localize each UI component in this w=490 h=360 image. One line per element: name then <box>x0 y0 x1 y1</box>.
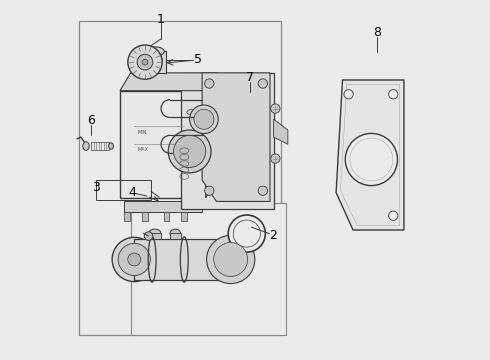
Circle shape <box>270 154 280 163</box>
Circle shape <box>168 130 211 173</box>
FancyBboxPatch shape <box>134 239 231 280</box>
Circle shape <box>205 79 214 88</box>
Circle shape <box>344 90 353 99</box>
FancyBboxPatch shape <box>170 233 181 239</box>
FancyBboxPatch shape <box>215 173 223 187</box>
Text: 6: 6 <box>87 114 95 127</box>
FancyBboxPatch shape <box>120 91 206 198</box>
FancyBboxPatch shape <box>181 212 187 221</box>
Circle shape <box>190 105 218 134</box>
Circle shape <box>389 211 398 220</box>
FancyBboxPatch shape <box>148 233 161 239</box>
Text: 2: 2 <box>269 229 277 242</box>
Circle shape <box>389 90 398 99</box>
Circle shape <box>258 79 268 88</box>
Text: 3: 3 <box>92 181 99 194</box>
Polygon shape <box>120 73 217 91</box>
Ellipse shape <box>109 143 114 149</box>
Text: 4: 4 <box>128 186 136 199</box>
Text: MIN: MIN <box>138 130 147 135</box>
Circle shape <box>205 186 214 195</box>
FancyBboxPatch shape <box>142 212 148 221</box>
Text: 1: 1 <box>157 13 165 26</box>
Circle shape <box>350 138 393 181</box>
FancyBboxPatch shape <box>79 21 281 336</box>
Circle shape <box>142 59 148 65</box>
Ellipse shape <box>187 109 196 115</box>
Circle shape <box>194 109 214 129</box>
Text: MAX: MAX <box>138 148 149 152</box>
Ellipse shape <box>170 229 181 238</box>
Circle shape <box>128 45 162 79</box>
Text: 5: 5 <box>194 53 202 66</box>
Circle shape <box>112 237 156 282</box>
Circle shape <box>149 54 162 66</box>
FancyBboxPatch shape <box>124 212 130 221</box>
Polygon shape <box>273 119 288 144</box>
FancyBboxPatch shape <box>145 51 167 73</box>
Polygon shape <box>336 80 404 230</box>
Circle shape <box>137 54 153 70</box>
Ellipse shape <box>147 47 164 56</box>
Polygon shape <box>181 73 273 208</box>
FancyBboxPatch shape <box>164 212 169 221</box>
Circle shape <box>128 253 141 266</box>
Polygon shape <box>202 73 270 202</box>
Circle shape <box>270 104 280 113</box>
Ellipse shape <box>83 142 89 150</box>
Circle shape <box>207 235 255 284</box>
Polygon shape <box>206 73 217 198</box>
Text: 7: 7 <box>246 71 254 84</box>
Ellipse shape <box>148 229 161 238</box>
Circle shape <box>118 243 150 275</box>
Circle shape <box>345 134 397 185</box>
Circle shape <box>228 215 266 252</box>
Circle shape <box>144 232 153 240</box>
FancyBboxPatch shape <box>123 202 202 212</box>
FancyBboxPatch shape <box>131 203 286 336</box>
Circle shape <box>214 243 247 276</box>
Text: 8: 8 <box>373 26 381 39</box>
Circle shape <box>258 186 268 195</box>
Circle shape <box>173 135 206 167</box>
Circle shape <box>233 220 260 247</box>
